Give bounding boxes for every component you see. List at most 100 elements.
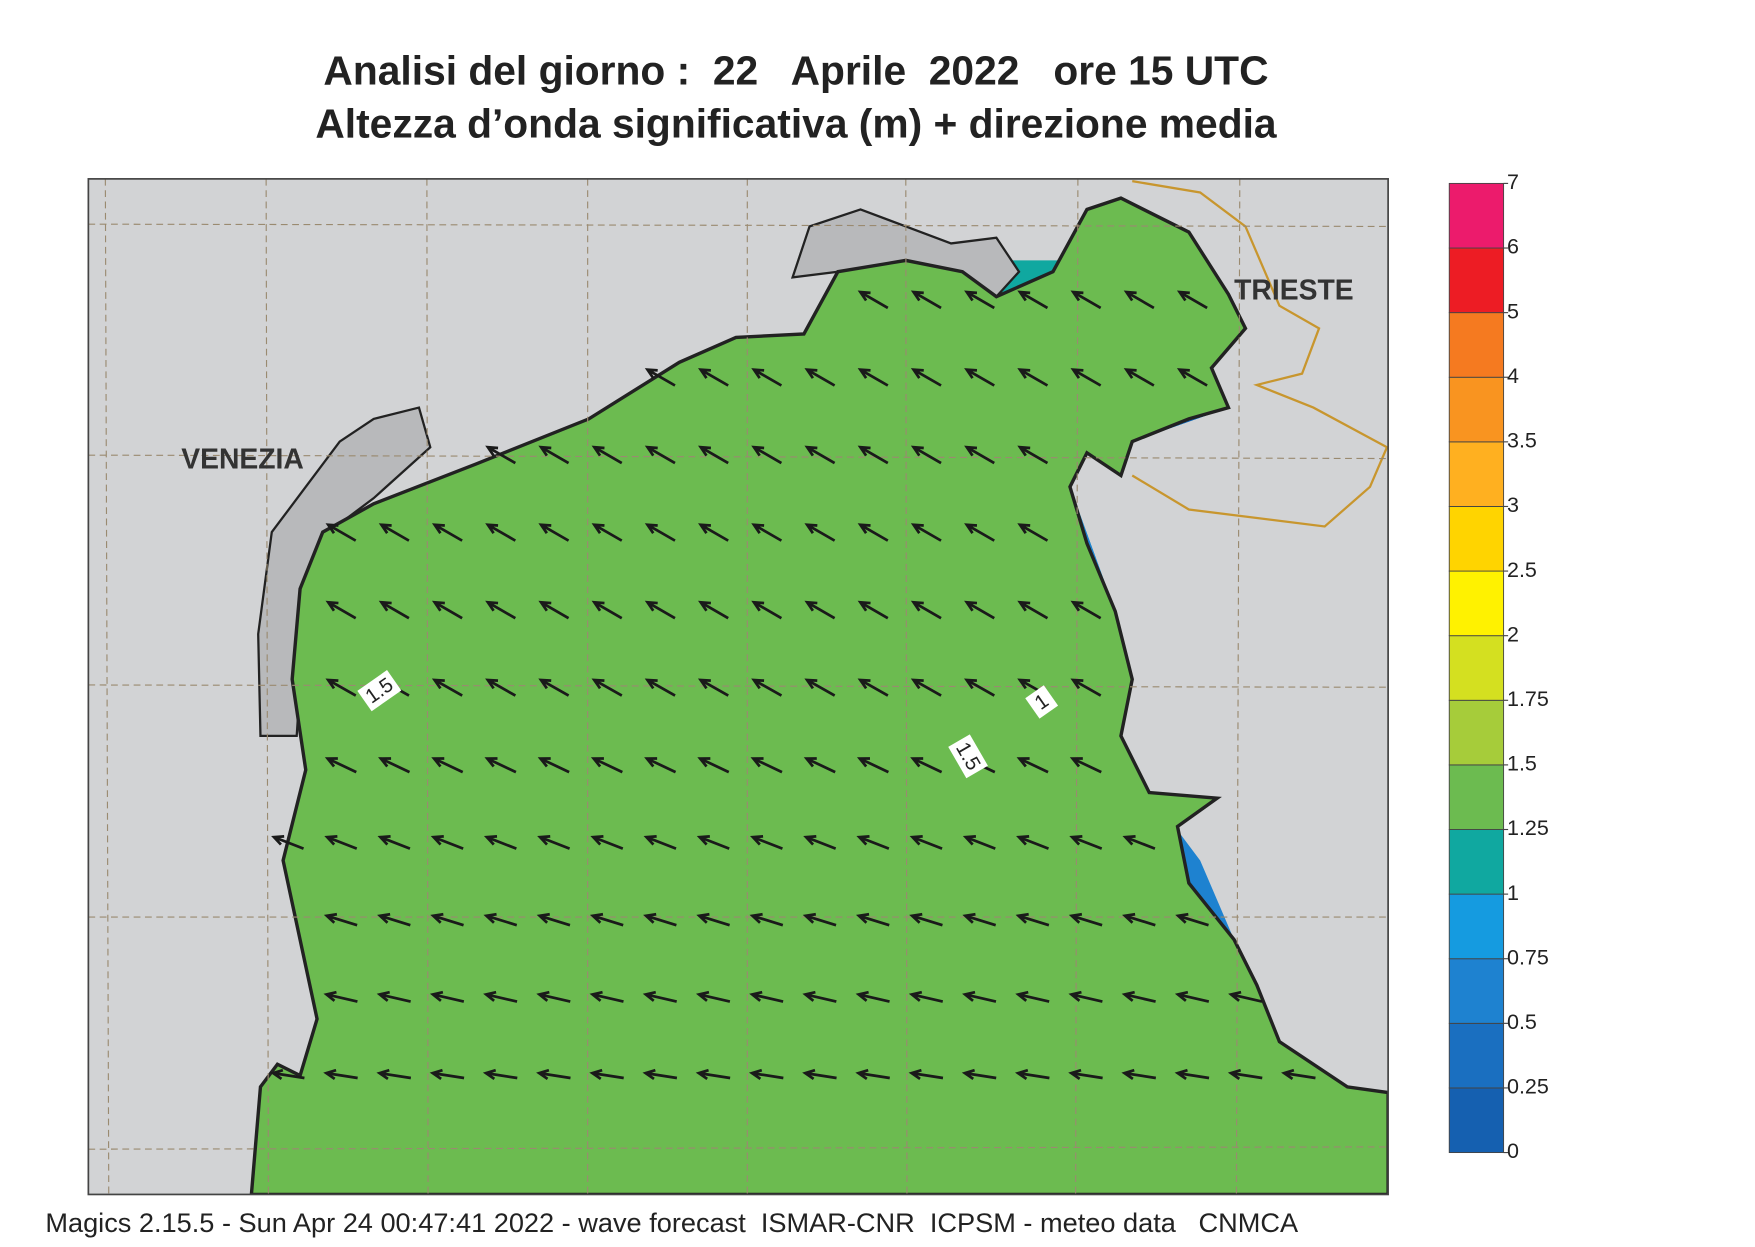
wave-arrow xyxy=(751,600,783,620)
wave-arrow xyxy=(1017,523,1049,542)
colorbar-label: 3.5 xyxy=(1507,429,1537,453)
colorbar-band xyxy=(1448,312,1505,378)
wave-arrow xyxy=(537,757,570,774)
wave-arrow xyxy=(855,912,890,927)
wave-arrow xyxy=(482,1068,518,1081)
wave-arrow xyxy=(378,523,410,542)
colorbar-band xyxy=(1448,958,1505,1024)
label-box xyxy=(357,670,402,712)
wave-arrow xyxy=(1123,368,1155,387)
footer: Magics 2.15.5 - Sun Apr 24 00:47:41 2022… xyxy=(45,1207,1299,1238)
wave-arrow xyxy=(589,912,624,927)
wave-arrow xyxy=(536,1068,571,1081)
colorbar-band xyxy=(1448,893,1505,960)
colorbar-label: 0.75 xyxy=(1507,945,1549,969)
wave-arrow xyxy=(857,290,889,310)
wave-arrows xyxy=(270,290,1316,1081)
wave-arrow xyxy=(536,912,571,927)
colorbar-label: 5 xyxy=(1507,299,1519,323)
label-box xyxy=(948,734,988,779)
wave-arrow xyxy=(964,678,995,697)
colorbar-label: 7 xyxy=(1507,170,1519,194)
colorbar-label: 1 xyxy=(1507,881,1519,905)
wave-arrow xyxy=(270,1068,305,1081)
wave-arrow xyxy=(643,912,677,927)
wave-arrow xyxy=(430,912,464,927)
wave-arrow xyxy=(431,757,464,774)
wave-arrow xyxy=(855,990,890,1003)
wave-arrow xyxy=(964,290,995,310)
colorbar-band xyxy=(1448,764,1505,830)
colorbar-label: 0.25 xyxy=(1507,1075,1549,1099)
wave-arrow xyxy=(803,834,837,850)
wave-arrow xyxy=(642,990,678,1003)
wave-arrow xyxy=(1016,757,1049,774)
wave-arrow xyxy=(1070,368,1102,387)
colorbar-band xyxy=(1448,182,1505,249)
wave-arrow xyxy=(431,600,463,620)
wave-arrow xyxy=(857,523,889,542)
wave-arrow xyxy=(910,678,942,697)
colorbar-band xyxy=(1448,441,1505,507)
wave-arrow xyxy=(1121,990,1156,1003)
wave-arrow xyxy=(857,445,889,465)
wave-arrow xyxy=(1227,1068,1263,1081)
wave-arrow xyxy=(485,445,517,465)
wave-arrow xyxy=(538,678,570,697)
wave-arrow xyxy=(591,678,623,697)
wave-arrow xyxy=(378,757,411,774)
wave-arrow xyxy=(323,990,358,1003)
wave-arrow xyxy=(962,834,996,850)
wave-arrow xyxy=(802,912,837,927)
wave-arrow xyxy=(644,600,676,620)
wave-arrow xyxy=(1014,1068,1050,1081)
wave-arrow xyxy=(696,912,731,927)
map: VENEZIA TRIESTE 1.5 1 1.5 xyxy=(87,178,1389,1196)
wave-arrow xyxy=(804,368,836,387)
wave-arrow xyxy=(1016,834,1050,850)
wave-arrow xyxy=(591,445,623,465)
wave-arrow xyxy=(1174,1068,1210,1081)
wave-arrow xyxy=(855,1068,890,1081)
wave-arrow xyxy=(591,523,623,542)
colorbar-band xyxy=(1448,247,1505,314)
wave-arrow xyxy=(1121,1068,1157,1081)
wave-arrow xyxy=(483,912,518,927)
wave-arrow xyxy=(695,990,731,1003)
wave-arrow xyxy=(1122,834,1156,850)
wave-arrow xyxy=(1068,912,1103,927)
wave-arrow xyxy=(910,757,943,774)
graticule xyxy=(88,178,1389,1195)
colorbar: 0 0.25 0.5 0.75 1 1.25 1.5 1.75 2 2.5 3 3.5 4 5 6 7 xyxy=(1448,170,1549,1163)
wave-arrow xyxy=(804,678,836,697)
wave-arrow xyxy=(430,834,464,850)
wave-arrow xyxy=(644,678,676,697)
wave-arrow xyxy=(750,834,783,850)
colorbar-label: 2 xyxy=(1507,622,1519,646)
wave-arrow xyxy=(1017,290,1049,310)
wave-arrow xyxy=(962,912,997,927)
wave-arrow xyxy=(431,523,463,542)
wave-arrow xyxy=(856,757,890,774)
wave-arrow xyxy=(1122,912,1156,927)
wave-arrow xyxy=(589,990,624,1003)
wave-arrow xyxy=(324,834,358,850)
wave-arrow xyxy=(377,834,411,850)
colorbar-band xyxy=(1448,506,1505,572)
wave-arrow xyxy=(485,523,517,542)
wave-arrow xyxy=(1176,290,1208,310)
colorbar-label: 4 xyxy=(1507,364,1519,388)
wave-arrow xyxy=(1176,368,1208,387)
colorbar-band xyxy=(1448,635,1505,701)
wave-arrow xyxy=(485,600,517,620)
wave-arrow xyxy=(1069,834,1103,850)
wave-arrow xyxy=(1070,290,1102,310)
wave-arrow xyxy=(378,600,410,620)
wave-arrow xyxy=(643,834,677,850)
wave-arrow xyxy=(538,600,570,620)
wave-arrow xyxy=(857,678,889,697)
colorbar-label: 3 xyxy=(1507,493,1519,517)
title: Analisi del giorno : 22 Aprile 2022 ore … xyxy=(323,47,1268,93)
wave-arrow xyxy=(429,990,465,1003)
wave-arrow xyxy=(857,600,889,620)
